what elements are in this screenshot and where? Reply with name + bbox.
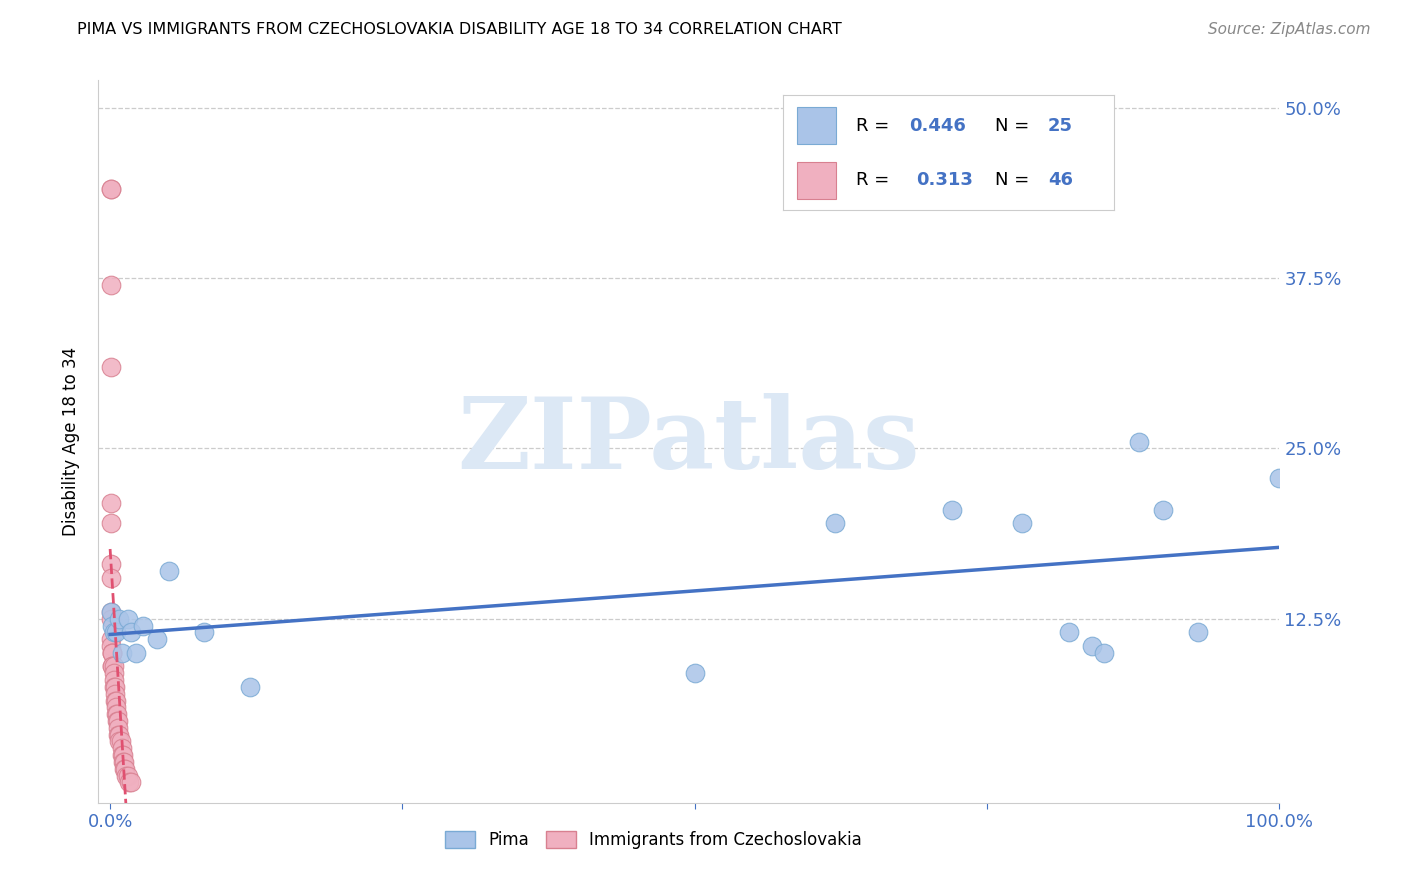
- Point: [100, 632, 122, 647]
- Point: [108, 728, 131, 742]
- Point: [683, 666, 706, 681]
- Point: [100, 277, 122, 292]
- Point: [1057, 625, 1080, 640]
- Point: [104, 680, 127, 694]
- Point: [101, 659, 124, 673]
- Point: [1092, 646, 1115, 660]
- Text: ZIPatlas: ZIPatlas: [458, 393, 920, 490]
- Point: [108, 734, 131, 748]
- Point: [100, 605, 122, 619]
- Point: [132, 618, 155, 632]
- Point: [110, 734, 132, 748]
- Point: [108, 612, 131, 626]
- Point: [101, 646, 124, 660]
- Y-axis label: Disability Age 18 to 34: Disability Age 18 to 34: [62, 347, 80, 536]
- Point: [157, 564, 180, 578]
- Point: [103, 625, 125, 640]
- Point: [105, 707, 128, 722]
- Point: [111, 755, 134, 769]
- Point: [1011, 516, 1033, 531]
- Point: [100, 182, 122, 196]
- Point: [100, 182, 122, 196]
- Point: [111, 741, 134, 756]
- Point: [120, 775, 142, 789]
- Point: [146, 632, 169, 647]
- Point: [112, 755, 135, 769]
- Text: Source: ZipAtlas.com: Source: ZipAtlas.com: [1208, 22, 1371, 37]
- Point: [941, 502, 963, 516]
- Point: [115, 768, 138, 782]
- Point: [111, 646, 134, 660]
- Point: [101, 646, 124, 660]
- Point: [114, 762, 136, 776]
- Point: [100, 612, 122, 626]
- Point: [100, 496, 122, 510]
- Legend: Pima, Immigrants from Czechoslovakia: Pima, Immigrants from Czechoslovakia: [439, 824, 869, 856]
- Point: [104, 707, 127, 722]
- Point: [239, 680, 262, 694]
- Point: [105, 714, 128, 728]
- Point: [100, 359, 122, 374]
- Point: [103, 673, 125, 687]
- Point: [101, 646, 124, 660]
- Point: [103, 680, 125, 694]
- Point: [100, 516, 122, 531]
- Point: [100, 571, 122, 585]
- Point: [104, 625, 127, 640]
- Point: [107, 728, 129, 742]
- Point: [103, 659, 125, 673]
- Point: [1081, 639, 1104, 653]
- Point: [111, 748, 134, 763]
- Point: [117, 612, 139, 626]
- Point: [118, 775, 141, 789]
- Point: [100, 605, 122, 619]
- Point: [101, 659, 124, 673]
- Point: [101, 618, 124, 632]
- Point: [120, 625, 142, 640]
- Point: [824, 516, 846, 531]
- Point: [104, 693, 127, 707]
- Point: [1128, 434, 1150, 449]
- Point: [111, 748, 134, 763]
- Point: [117, 768, 139, 782]
- Point: [104, 693, 127, 707]
- Point: [1187, 625, 1209, 640]
- Text: PIMA VS IMMIGRANTS FROM CZECHOSLOVAKIA DISABILITY AGE 18 TO 34 CORRELATION CHART: PIMA VS IMMIGRANTS FROM CZECHOSLOVAKIA D…: [77, 22, 842, 37]
- Point: [125, 646, 148, 660]
- Point: [107, 721, 129, 735]
- Point: [1152, 502, 1174, 516]
- Point: [104, 700, 127, 714]
- Point: [100, 639, 122, 653]
- Point: [107, 714, 129, 728]
- Point: [112, 762, 135, 776]
- Point: [100, 558, 122, 572]
- Point: [103, 666, 125, 681]
- Point: [1268, 471, 1291, 485]
- Point: [104, 687, 127, 701]
- Point: [193, 625, 215, 640]
